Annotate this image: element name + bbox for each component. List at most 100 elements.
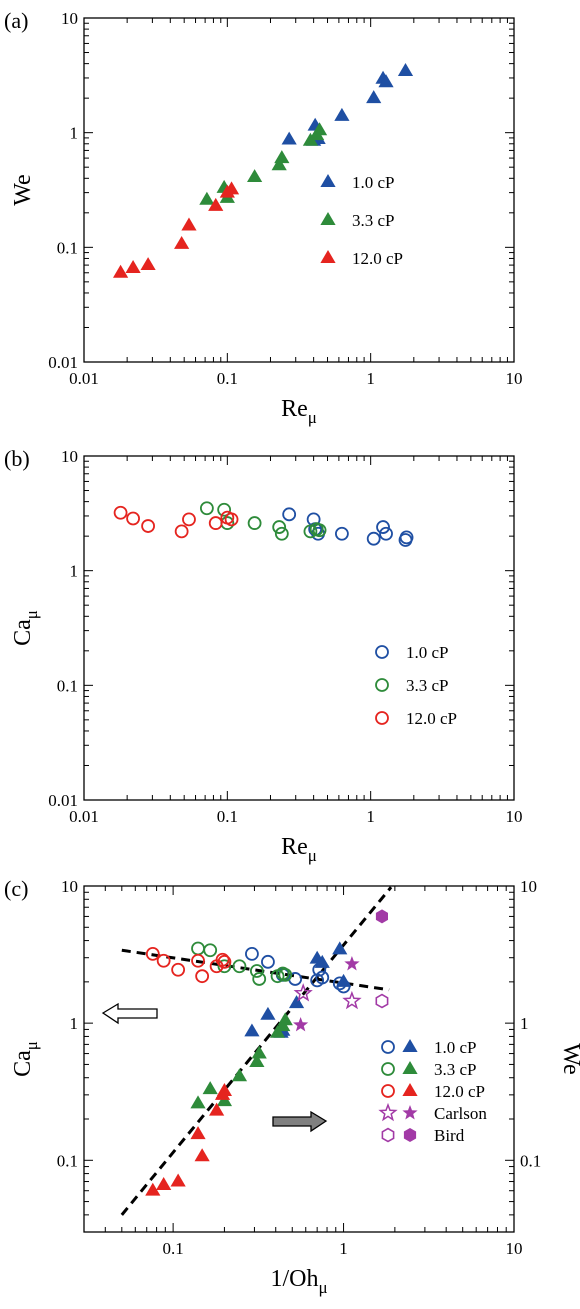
legend: 1.0 cP 3.3 cP 12.0 cP [320,173,403,268]
x-axis-title-main: Re [281,396,308,422]
x-tick-label: 0.01 [69,369,99,388]
y-tick-label: 0.1 [57,676,78,695]
data-point [269,1024,286,1038]
x-axis-title-sub: μ [308,408,317,427]
data-point [274,150,290,164]
data-point [278,967,293,982]
data-point [311,122,328,136]
data-point [202,1081,218,1095]
legend: 1.0 cP 3.3 cP 12.0 cP [375,643,457,728]
data-point [282,507,297,522]
data-point [342,990,362,1010]
data-point [145,1182,161,1196]
data-point [397,62,414,76]
y-tick-label: 1 [70,562,79,581]
data-series [293,956,360,1032]
x-tick-label: 10 [506,807,523,826]
data-point [271,157,287,171]
y-tick-label: 1 [70,1014,79,1033]
left-axis-arrow-icon [101,1002,158,1025]
x-tick-label: 0.1 [162,1239,183,1258]
data-series [375,909,388,924]
legend-label: Carlson [434,1104,487,1123]
legend-marker [320,174,336,187]
legend-label: 1.0 cP [434,1038,477,1057]
x-tick-label: 0.1 [217,807,238,826]
panel-label: (c) [4,876,28,901]
legend-marker [402,1083,418,1096]
data-point [191,953,205,968]
legend-marker [381,1040,395,1054]
x-tick-label: 0.01 [69,807,99,826]
data-point [209,1102,225,1116]
legend-marker [320,212,336,225]
legend-marker [402,1039,418,1052]
data-point [215,952,230,967]
legend-marker [375,678,389,692]
y-axis-title-main: Ca [10,1050,36,1077]
data-point [335,973,352,987]
y-axis-title: We [10,174,36,205]
data-series [190,1012,293,1109]
data-point [260,1006,276,1020]
data-point [112,264,129,278]
data-point [375,909,388,924]
data-point [315,970,330,985]
data-point [217,959,232,974]
legend-marker [375,645,389,659]
legend-marker [381,1127,395,1143]
data-point [375,993,389,1009]
data-point [199,191,215,205]
data-point [376,520,390,534]
data-point [156,953,171,968]
data-point [224,512,239,527]
x-axis-title: Reμ [281,396,317,427]
data-point [314,954,330,968]
legend-marker [375,711,389,725]
legend-marker [378,1102,398,1122]
data-point [191,941,205,956]
legend-marker [403,1128,417,1142]
data-point [145,946,160,961]
y-tick-label: 0.1 [57,1151,78,1170]
x-tick-label: 1 [366,369,375,388]
data-point [231,1068,248,1082]
data-series [199,122,328,205]
data-point [249,964,264,978]
data-point [303,524,318,539]
data-point [208,197,224,211]
legend-marker [320,250,336,263]
data-point [288,995,305,1009]
data-point [293,1017,309,1032]
data-point [199,501,214,516]
data-point [182,512,196,527]
x-tick-label: 1 [339,1239,348,1258]
y-tick-label: 10 [61,9,78,28]
data-point [334,107,350,121]
data-point [125,260,141,273]
data-point [312,523,327,538]
x-tick-label: 10 [506,369,523,388]
data-series [113,505,239,539]
data-point [261,954,275,969]
x-axis-title: Reμ [281,834,317,865]
data-series [375,993,389,1009]
plot-frame [83,455,515,801]
data-point [216,1083,233,1096]
y-tick-label: 0.1 [57,238,78,257]
y-right-axis-title: We [558,1043,580,1074]
data-point [140,257,156,271]
data-series [282,507,414,547]
y-tick-label: 0.01 [48,791,78,810]
y-axis-title-main: Ca [10,619,36,646]
plot-frame [83,17,515,363]
data-point [217,954,232,969]
legend-label: 1.0 cP [406,643,449,662]
data-point [223,181,240,195]
legend-label: 3.3 cP [434,1060,477,1079]
data-series [281,62,414,146]
y-tick-label: 1 [70,124,79,143]
y-axis-title-main: We [10,174,36,205]
